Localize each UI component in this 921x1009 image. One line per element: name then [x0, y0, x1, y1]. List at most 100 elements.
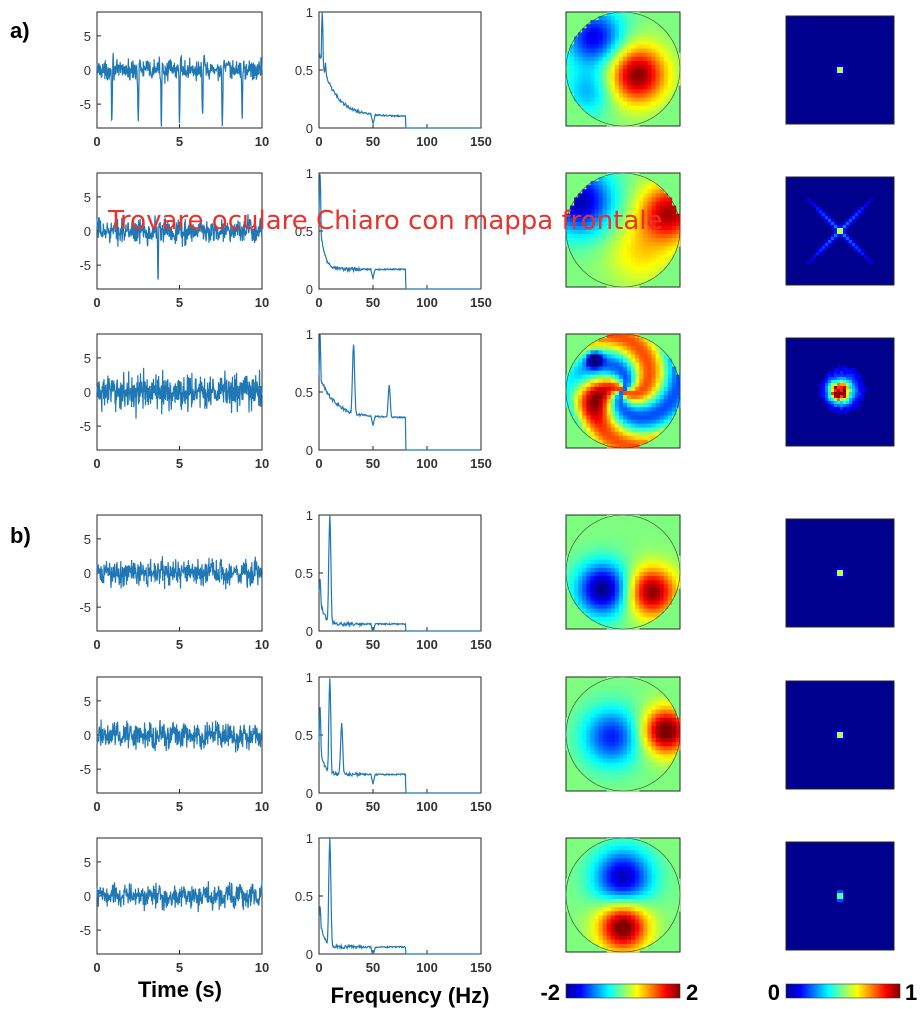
- topomap-cell: [631, 419, 636, 424]
- topomap-cell: [578, 258, 583, 263]
- topomap-cell: [659, 927, 665, 932]
- topomap-cell: [610, 181, 616, 186]
- topomap-cell: [635, 52, 640, 58]
- topomap-cell: [594, 48, 599, 54]
- spatial-map-cell: [852, 368, 856, 372]
- topomap-cell: [594, 221, 599, 227]
- spatial-map-cell: [837, 371, 841, 375]
- topomap-cell: [590, 64, 595, 70]
- topomap-cell: [598, 89, 603, 94]
- topomap-cell: [598, 52, 603, 58]
- topomap-cell: [598, 854, 603, 859]
- topomap-cell: [631, 382, 636, 388]
- topomap-cell: [647, 427, 652, 433]
- topomap-cell: [635, 60, 640, 66]
- spatial-map-cell: [825, 374, 829, 378]
- topomap-cell: [586, 766, 591, 771]
- topomap-cell: [639, 93, 644, 98]
- topomap-cell: [614, 701, 620, 706]
- topomap-cell: [602, 620, 608, 626]
- topomap-cell: [635, 113, 640, 119]
- topomap-cell: [655, 234, 660, 239]
- topomap-cell: [566, 878, 571, 884]
- y-tick-label: -5: [79, 97, 91, 112]
- topomap-cell: [618, 386, 624, 392]
- topomap-cell: [594, 608, 599, 614]
- topomap-cell: [667, 576, 673, 581]
- topomap-cell: [590, 600, 595, 605]
- topomap-cell: [631, 386, 636, 392]
- topomap-cell: [610, 431, 616, 437]
- axes-box: [318, 837, 482, 955]
- topomap-cell: [578, 89, 583, 94]
- topomap-cell: [602, 766, 608, 771]
- topomap-cell: [639, 362, 644, 367]
- topomap-cell: [623, 729, 628, 735]
- topomap-cell: [614, 89, 620, 94]
- topomap-cell: [651, 734, 656, 739]
- topomap-cell: [618, 717, 624, 723]
- topomap-cell: [618, 870, 624, 875]
- topomap-cell: [643, 758, 648, 763]
- topomap-cell: [631, 725, 636, 731]
- topomap-cell: [594, 919, 599, 924]
- axes-box: [318, 333, 482, 451]
- topomap-cell: [667, 895, 673, 900]
- topomap-cell: [594, 931, 599, 937]
- topomap-cell: [602, 616, 608, 622]
- topomap-cell: [590, 559, 595, 565]
- topomap-cell: [643, 370, 648, 376]
- topomap-cell: [574, 713, 579, 719]
- topomap-cell: [623, 221, 628, 227]
- topomap-cell: [631, 596, 636, 601]
- topomap-cell: [651, 362, 656, 367]
- topomap-cell: [623, 935, 628, 941]
- topomap-cell: [594, 113, 599, 119]
- topomap-cell: [582, 246, 587, 251]
- topomap-cell: [590, 738, 595, 743]
- topomap-cell: [586, 729, 591, 735]
- topomap-cell: [582, 378, 587, 384]
- topomap-cell: [667, 742, 673, 747]
- topomap-cell: [602, 746, 608, 751]
- topomap-cell: [631, 32, 636, 37]
- topomap-cell: [598, 886, 603, 892]
- topomap-cell: [635, 612, 640, 618]
- topomap-cell: [606, 750, 612, 755]
- topomap-cell: [643, 738, 648, 743]
- topomap-cell: [663, 713, 669, 719]
- topomap-cell: [631, 20, 636, 25]
- topomap-cell: [647, 366, 652, 371]
- topomap-cell: [631, 770, 636, 776]
- topomap-cell: [610, 939, 616, 945]
- topomap-cell: [590, 551, 595, 557]
- topomap-cell: [647, 862, 652, 867]
- topomap-cell: [598, 32, 603, 37]
- topomap-cell: [582, 931, 587, 937]
- topomap-cell: [590, 73, 595, 78]
- topomap-cell: [635, 64, 640, 70]
- topomap-cell: [602, 874, 608, 880]
- topomap-cell: [614, 854, 620, 859]
- topomap-cell: [614, 101, 620, 106]
- topomap-cell: [586, 205, 591, 210]
- topomap-cell: [590, 181, 595, 186]
- topomap-cell: [582, 382, 587, 388]
- topomap-cell: [602, 850, 608, 855]
- topomap-cell: [631, 701, 636, 706]
- topomap-cell: [635, 738, 640, 743]
- topomap-cell: [574, 254, 579, 259]
- topomap-cell: [582, 238, 587, 243]
- topomap-cell: [635, 705, 640, 710]
- topomap-cell: [631, 846, 636, 851]
- topomap-cell: [610, 616, 616, 622]
- topomap-cell: [647, 419, 652, 424]
- topomap-cell: [659, 701, 665, 706]
- topomap-cell: [598, 278, 603, 284]
- topomap-cell: [627, 620, 632, 626]
- topomap-cell: [610, 439, 616, 445]
- topomap-cell: [610, 246, 616, 251]
- topomap-cell: [671, 588, 677, 593]
- topomap-cell: [610, 213, 616, 219]
